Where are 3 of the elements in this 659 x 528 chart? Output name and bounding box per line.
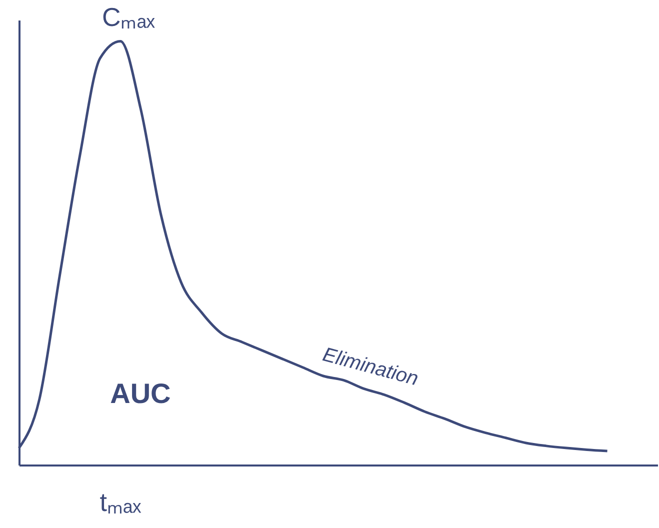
text: Cₘₐₓ	[102, 2, 156, 32]
text: tₘₐₓ	[100, 487, 142, 517]
annotation: AUC	[110, 378, 171, 409]
